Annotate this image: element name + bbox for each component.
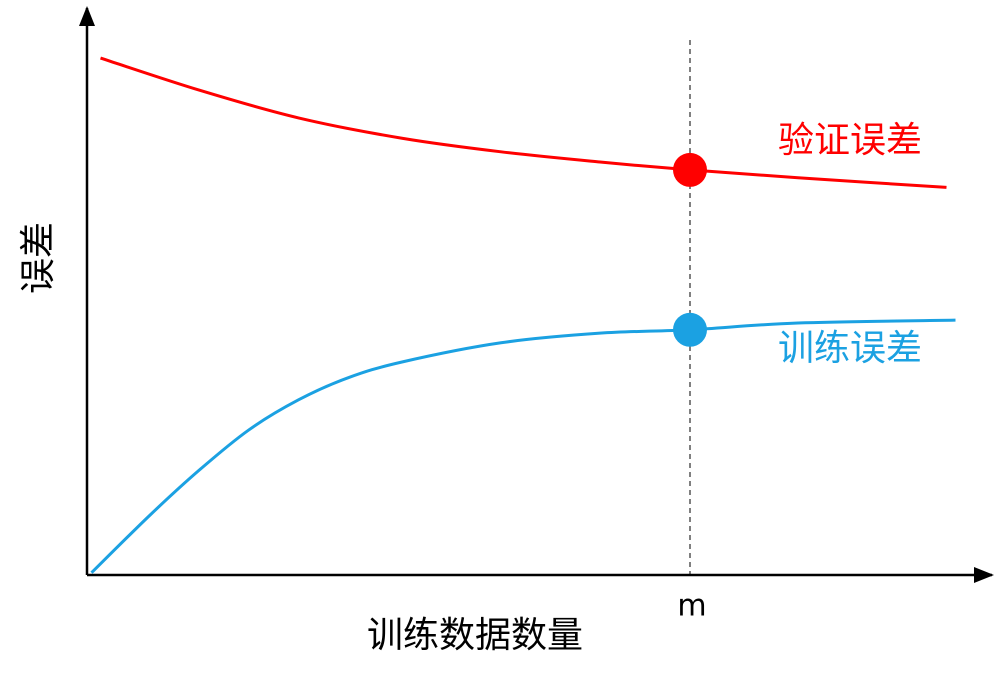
marker-point — [673, 312, 707, 347]
line-series — [90, 318, 956, 574]
line-series — [100, 56, 947, 189]
series-label: 训练误差 — [778, 328, 922, 369]
x-axis-label: 训练数据数量 — [367, 615, 583, 656]
series-label: 验证误差 — [778, 120, 922, 161]
reference-label: m — [677, 589, 706, 624]
y-axis-label: 误差 — [18, 222, 59, 294]
marker-point — [673, 152, 707, 187]
